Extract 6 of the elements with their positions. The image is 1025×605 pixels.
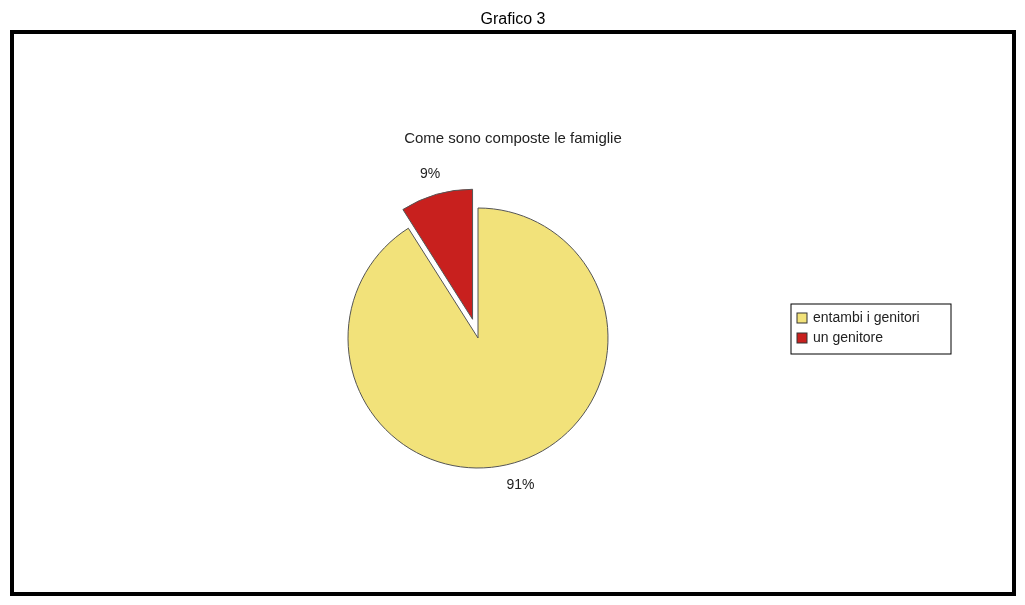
text: Grafico 3 (480, 10, 546, 27)
legend-label: un genitore (813, 329, 884, 345)
data-label: 91% (506, 475, 535, 492)
chart-title: Come sono composte le famiglie (404, 129, 622, 146)
data-label: 9% (420, 165, 441, 182)
legend-label: entambi i genitori (813, 309, 920, 325)
